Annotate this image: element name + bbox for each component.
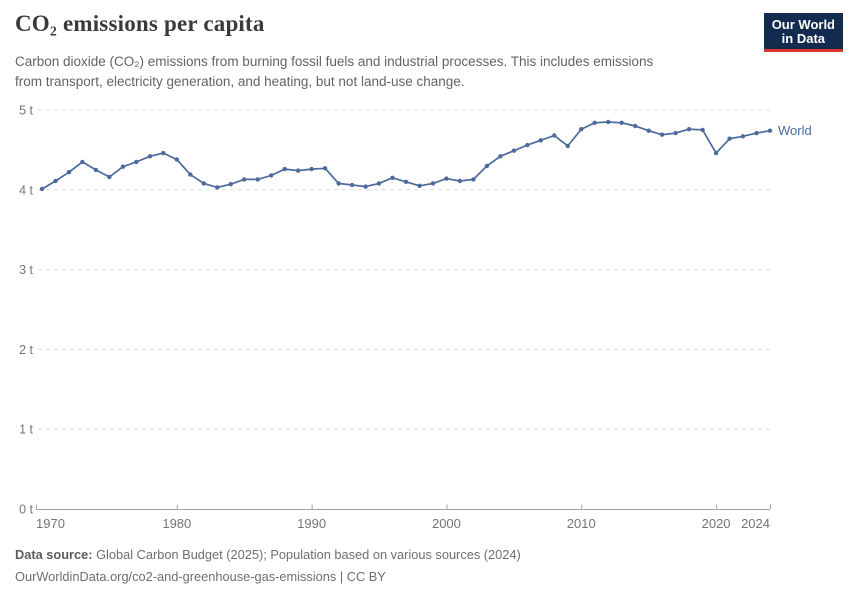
y-tick-label-0t: 0 t	[19, 503, 33, 517]
data-point-2018[interactable]	[686, 127, 692, 132]
y-tick-label-2t: 2 t	[19, 343, 33, 357]
owid-logo-line-1: Our World	[771, 17, 835, 32]
data-source-line: Data source: Global Carbon Budget (2025)…	[15, 544, 521, 566]
y-tick-label-3t: 3 t	[19, 263, 33, 277]
data-point-1996[interactable]	[390, 175, 395, 180]
x-tick-label-2000: 2000	[432, 516, 461, 531]
data-point-2004[interactable]	[498, 154, 503, 159]
data-point-2002[interactable]	[471, 177, 476, 182]
data-point-1980[interactable]	[174, 157, 179, 162]
data-point-2006[interactable]	[525, 142, 530, 148]
data-point-1982[interactable]	[201, 181, 206, 186]
y-tick-label-4t: 4 t	[19, 183, 33, 197]
data-point-2005[interactable]	[511, 148, 517, 153]
data-point-2014[interactable]	[633, 123, 638, 129]
x-tick-label-2020: 2020	[702, 516, 731, 531]
chart-subtitle-line-2: from transport, electricity generation, …	[15, 74, 465, 89]
x-tick-label-2010: 2010	[567, 516, 596, 531]
data-point-2024[interactable]	[767, 128, 773, 133]
data-point-2020[interactable]	[713, 150, 719, 156]
data-point-2003[interactable]	[484, 163, 490, 169]
data-point-2001[interactable]	[457, 178, 463, 184]
series-label-world[interactable]: World	[778, 123, 812, 138]
data-point-1991[interactable]	[322, 166, 328, 171]
data-point-2007[interactable]	[538, 138, 543, 143]
x-tick-label-2024: 2024	[741, 516, 770, 531]
data-point-2000[interactable]	[444, 176, 449, 181]
line-chart-canvas[interactable]: 0 t 1 t 2 t 3 t 4 t 5 t 1970 1980 1990 2000 2010 20…	[0, 0, 850, 540]
owid-logo-line-2: in Data	[781, 31, 826, 46]
data-point-1973[interactable]	[80, 159, 85, 165]
data-point-2019[interactable]	[700, 127, 705, 133]
data-point-2023[interactable]	[754, 130, 759, 136]
data-source-text: Global Carbon Budget (2025); Population …	[92, 547, 521, 562]
data-point-1994[interactable]	[363, 184, 368, 189]
chart-title: CO₂ emissions per capita	[15, 11, 265, 36]
data-point-2010[interactable]	[579, 127, 584, 132]
x-tick-label-1980: 1980	[162, 516, 191, 531]
x-tick-label-1970: 1970	[36, 516, 65, 531]
data-point-2017[interactable]	[673, 130, 678, 136]
data-point-2021[interactable]	[727, 136, 732, 141]
data-point-1985[interactable]	[242, 177, 247, 182]
data-point-2016[interactable]	[659, 132, 665, 137]
data-point-1970[interactable]	[39, 186, 45, 192]
chart-footer: Data source: Global Carbon Budget (2025)…	[15, 544, 521, 588]
data-point-2011[interactable]	[592, 120, 597, 126]
data-point-1990[interactable]	[309, 166, 314, 172]
data-point-1993[interactable]	[349, 182, 355, 188]
data-point-1989[interactable]	[295, 168, 301, 173]
data-point-2009[interactable]	[565, 143, 570, 149]
data-point-2022[interactable]	[740, 134, 746, 139]
data-point-1984[interactable]	[228, 182, 233, 187]
data-point-2013[interactable]	[619, 120, 624, 126]
data-point-1987[interactable]	[269, 173, 274, 178]
data-point-2012[interactable]	[606, 119, 611, 125]
y-tick-label-5t: 5 t	[19, 104, 33, 118]
data-point-1997[interactable]	[403, 179, 409, 184]
data-point-1981[interactable]	[188, 172, 193, 177]
data-point-1976[interactable]	[120, 164, 126, 169]
data-point-1988[interactable]	[282, 166, 287, 172]
chart-subtitle: Carbon dioxide (CO₂) emissions from burn…	[15, 52, 653, 92]
data-point-1979[interactable]	[161, 150, 166, 156]
owid-logo[interactable]: Our World in Data	[763, 13, 843, 52]
data-point-1995[interactable]	[376, 181, 382, 186]
data-point-1983[interactable]	[215, 185, 220, 190]
data-point-1972[interactable]	[66, 170, 72, 175]
data-point-1974[interactable]	[93, 167, 99, 173]
data-point-2008[interactable]	[552, 133, 557, 138]
data-point-1992[interactable]	[336, 181, 341, 186]
data-point-1977[interactable]	[134, 159, 139, 165]
data-point-1978[interactable]	[147, 154, 153, 159]
y-tick-label-1t: 1 t	[19, 423, 33, 437]
data-point-1999[interactable]	[430, 181, 436, 186]
x-tick-label-1990: 1990	[297, 516, 326, 531]
data-point-1986[interactable]	[255, 177, 260, 182]
data-point-1998[interactable]	[417, 183, 422, 188]
data-point-1975[interactable]	[107, 174, 112, 180]
data-point-1971[interactable]	[53, 178, 58, 184]
chart-subtitle-line-1: Carbon dioxide (CO₂) emissions from burn…	[15, 54, 654, 69]
data-source-label: Data source:	[15, 547, 93, 562]
data-point-2015[interactable]	[646, 128, 651, 133]
license-link[interactable]: OurWorldinData.org/co2-and-greenhouse-ga…	[15, 569, 386, 584]
